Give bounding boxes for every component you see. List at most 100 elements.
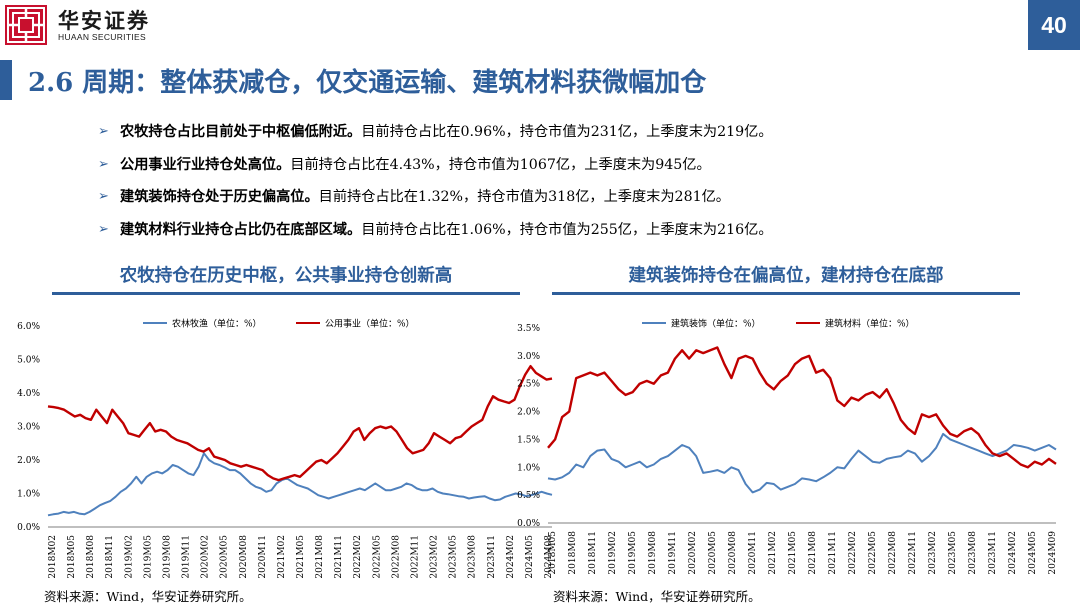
x-tick-label: 2018M02	[48, 535, 58, 579]
x-tick-label: 2020M11	[748, 531, 758, 575]
x-tick-label: 2024M05	[525, 535, 535, 579]
right-subtitle-rule	[552, 292, 1020, 295]
x-tick-label: 2019M08	[648, 531, 658, 575]
x-tick-label: 2023M08	[468, 535, 478, 579]
bullet-text: 建筑材料行业持仓占比仍在底部区域。目前持仓占比在1.06%，持仓市值为255亿，…	[120, 221, 773, 238]
y-tick-label: 3.5%	[517, 324, 540, 334]
x-tick-label: 2018M11	[588, 531, 598, 575]
x-tick-label: 2023M11	[988, 531, 998, 575]
right-source-note: 资料来源：Wind，华安证券研究所。	[553, 589, 761, 604]
y-tick-label: 2.0%	[17, 456, 40, 466]
bullet-item: ➢ 建筑装饰持仓处于历史偏高位。目前持仓占比在1.32%，持仓市值为318亿，上…	[98, 187, 1058, 220]
bullet-arrow-icon: ➢	[98, 221, 109, 237]
y-tick-label: 5.0%	[17, 356, 40, 366]
x-tick-label: 2022M05	[372, 535, 382, 579]
x-tick-label: 2024M02	[1008, 531, 1018, 575]
x-tick-label: 2021M05	[296, 535, 306, 579]
x-tick-label: 2020M02	[201, 535, 211, 579]
y-tick-label: 3.0%	[517, 352, 540, 362]
y-tick-label: 1.0%	[17, 490, 40, 500]
x-tick-label: 2022M11	[410, 535, 420, 579]
bullet-arrow-icon: ➢	[98, 124, 109, 139]
y-tick-label: 0.0%	[17, 523, 40, 533]
left-line-chart: 0.0% 1.0% 2.0% 3.0% 4.0% 5.0% 6.0% 2018M02 2018M…	[17, 318, 554, 579]
x-tick-label: 2023M08	[968, 531, 978, 575]
x-tick-label: 2018M05	[67, 535, 77, 579]
x-tick-label: 2018M11	[105, 535, 115, 579]
x-tick-label: 2020M02	[688, 531, 698, 575]
legend-label: 建筑装饰（单位：%）	[671, 318, 761, 330]
x-tick-label: 2019M05	[628, 531, 638, 575]
x-tick-label: 2023M11	[487, 535, 497, 579]
y-tick-label: 0.0%	[517, 519, 540, 529]
x-tick-label: 2022M08	[888, 531, 898, 575]
title-accent-bar	[0, 60, 12, 100]
x-tick-label: 2023M05	[948, 531, 958, 575]
brand-name-cn: 华安证券	[58, 8, 150, 33]
left-subtitle-rule	[52, 292, 520, 295]
bullet-item: ➢ 建筑材料行业持仓占比仍在底部区域。目前持仓占比在1.06%，持仓市值为255…	[98, 220, 1058, 253]
y-tick-label: 0.5%	[517, 491, 540, 501]
x-tick-label: 2022M11	[908, 531, 918, 575]
x-tick-label: 2024M05	[1028, 531, 1038, 575]
x-tick-label: 2021M08	[808, 531, 818, 575]
x-tick-label: 2021M11	[828, 531, 838, 575]
bullet-text: 建筑装饰持仓处于历史偏高位。目前持仓占比在1.32%，持仓市值为318亿，上季度…	[120, 189, 730, 205]
series-line	[47, 452, 553, 517]
x-tick-label: 2024M09	[1048, 531, 1058, 575]
left-source-note: 资料来源：Wind，华安证券研究所。	[44, 589, 252, 604]
page-number: 40	[1028, 0, 1080, 50]
legend-label: 农林牧渔（单位：%）	[172, 318, 262, 330]
x-tick-label: 2022M02	[848, 531, 858, 575]
bullet-item: ➢ 公用事业行业持仓处高位。目前持仓占比在4.43%，持仓市值为1067亿，上季…	[98, 155, 1058, 188]
x-tick-label: 2024M02	[506, 535, 516, 579]
x-tick-label: 2023M05	[449, 535, 459, 579]
y-tick-label: 1.0%	[517, 463, 540, 473]
x-tick-label: 2018M08	[86, 535, 96, 579]
bullet-item: ➢ 农牧持仓占比目前处于中枢偏低附近。目前持仓占比在0.96%，持仓市值为231…	[98, 122, 1058, 155]
x-tick-label: 2020M11	[258, 535, 268, 579]
x-tick-label: 2020M05	[220, 535, 230, 579]
bullet-text: 公用事业行业持仓处高位。目前持仓占比在4.43%，持仓市值为1067亿，上季度末…	[120, 156, 711, 173]
x-tick-label: 2024M08	[544, 535, 554, 579]
y-tick-label: 6.0%	[17, 322, 40, 332]
y-tick-label: 4.0%	[17, 389, 40, 399]
brand-name-en: HUAAN SECURITIES	[58, 32, 146, 42]
bullet-text: 农牧持仓占比目前处于中枢偏低附近。目前持仓占比在0.96%，持仓市值为231亿，…	[120, 124, 773, 140]
legend-label: 建筑材料（单位：%）	[825, 318, 915, 330]
series-line	[547, 432, 1057, 494]
right-line-chart: 0.0% 0.5% 1.0% 1.5% 2.0% 2.5% 3.0% 3.5% 2018M05 2…	[517, 318, 1058, 575]
x-tick-label: 2023M02	[928, 531, 938, 575]
x-tick-label: 2022M08	[391, 535, 401, 579]
series-line	[47, 365, 553, 482]
x-tick-label: 2020M08	[239, 535, 249, 579]
x-tick-label: 2019M11	[182, 535, 192, 579]
bullet-list: ➢ 农牧持仓占比目前处于中枢偏低附近。目前持仓占比在0.96%，持仓市值为231…	[98, 122, 1058, 252]
right-chart-subtitle: 建筑装饰持仓在偏高位，建材持仓在底部	[628, 266, 944, 286]
x-tick-label: 2018M08	[568, 531, 578, 575]
y-tick-label: 1.5%	[517, 435, 540, 445]
huaan-logo-icon	[5, 5, 47, 45]
x-tick-label: 2019M05	[143, 535, 153, 579]
x-tick-label: 2021M08	[315, 535, 325, 579]
legend-label: 公用事业（单位：%）	[325, 318, 415, 330]
x-tick-label: 2020M05	[708, 531, 718, 575]
x-tick-label: 2022M02	[353, 535, 363, 579]
x-tick-label: 2019M02	[124, 535, 134, 579]
slide-title: 2.6 周期：整体获减仓，仅交通运输、建筑材料获微幅加仓	[28, 68, 707, 98]
bullet-arrow-icon: ➢	[98, 156, 109, 172]
x-tick-label: 2019M11	[668, 531, 678, 575]
x-tick-label: 2022M05	[868, 531, 878, 575]
x-tick-label: 2019M02	[608, 531, 618, 575]
bullet-arrow-icon: ➢	[98, 189, 109, 204]
y-tick-label: 2.5%	[517, 380, 540, 390]
left-chart-subtitle: 农牧持仓在历史中枢，公共事业持仓创新高	[119, 266, 453, 286]
x-tick-label: 2023M02	[430, 535, 440, 579]
x-tick-label: 2021M11	[334, 535, 344, 579]
x-tick-label: 2021M02	[768, 531, 778, 575]
x-tick-label: 2018M05	[548, 531, 558, 575]
x-tick-label: 2021M02	[277, 535, 287, 579]
y-tick-label: 2.0%	[517, 408, 540, 418]
x-tick-label: 2019M08	[162, 535, 172, 579]
series-line	[547, 346, 1057, 469]
